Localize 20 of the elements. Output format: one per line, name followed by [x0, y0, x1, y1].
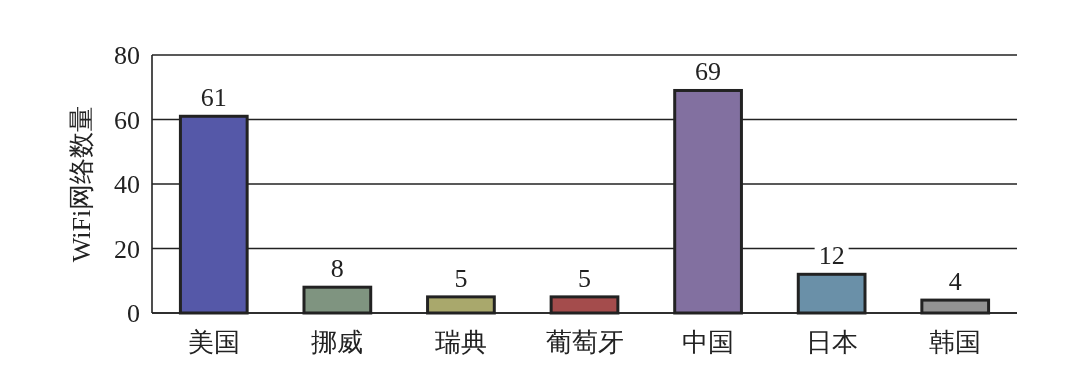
data-label: 8: [330, 254, 344, 284]
data-label: 5: [578, 263, 591, 293]
y-tick-label: 80: [114, 41, 140, 70]
x-tick-label: 韩国: [929, 328, 982, 357]
y-tick-label: 40: [114, 170, 140, 199]
y-axis-title: WiFi网络数量: [67, 105, 96, 263]
y-tick-label: 0: [127, 299, 140, 328]
x-tick-label: 日本: [805, 328, 858, 357]
data-label: 5: [454, 263, 468, 293]
data-label: 61: [200, 83, 227, 113]
x-tick-label: 瑞典: [434, 328, 487, 357]
data-label: 69: [695, 57, 722, 87]
data-label: 4: [948, 267, 962, 297]
x-tick-label: 美国: [187, 328, 240, 357]
x-tick-label: 葡萄牙: [545, 328, 624, 357]
data-label: 12: [818, 241, 845, 271]
x-tick-label: 挪威: [311, 328, 364, 357]
x-tick-label: 中国: [682, 328, 735, 357]
y-tick-label: 20: [114, 234, 140, 264]
y-tick-label: 60: [114, 105, 140, 135]
